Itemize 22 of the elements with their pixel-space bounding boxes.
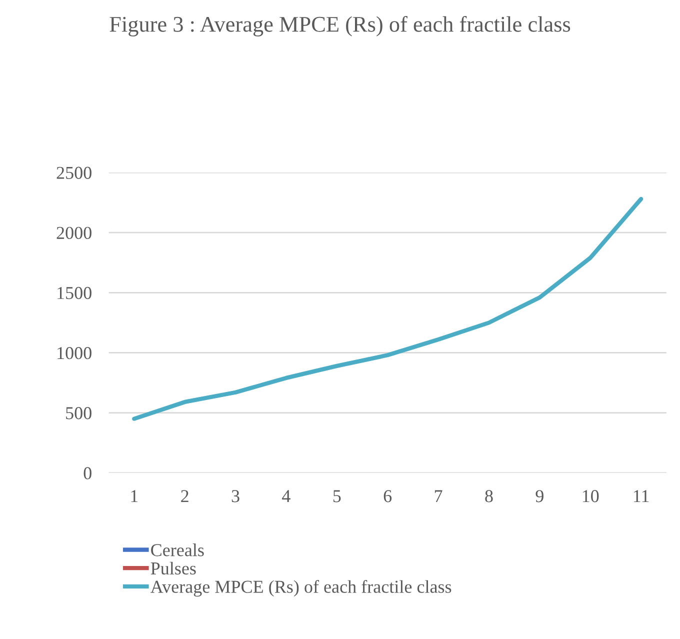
y-tick-label: 2000 (56, 226, 92, 240)
x-tick-label: 3 (232, 490, 240, 502)
y-tick-label: 1500 (58, 286, 92, 300)
y-tick-label: 0 (84, 467, 92, 480)
chart-title: Figure 3 : Average MPCE (Rs) of each fractile class (110, 16, 570, 36)
y-tick-label: 500 (66, 407, 92, 420)
x-tick-label: 2 (181, 490, 188, 502)
x-tick-label: 9 (536, 490, 544, 502)
x-tick-label: 10 (582, 490, 599, 502)
x-tick-label: 7 (434, 490, 442, 502)
line-series (132, 196, 644, 421)
x-tick-label: 4 (282, 490, 290, 502)
legend-label: Cereals (151, 544, 204, 556)
x-tick-label: 8 (485, 490, 493, 502)
x-tick-label: 6 (384, 490, 392, 502)
y-tick-label: 1000 (58, 346, 92, 360)
legend-label: Average MPCE (Rs) of each fractile class (150, 580, 452, 597)
x-tick-label: 1 (131, 490, 138, 502)
x-tick-label: 11 (634, 490, 649, 502)
x-tick-label: 5 (333, 490, 341, 502)
y-tick-label: 2500 (56, 166, 92, 179)
legend-label: Pulses (150, 562, 196, 575)
